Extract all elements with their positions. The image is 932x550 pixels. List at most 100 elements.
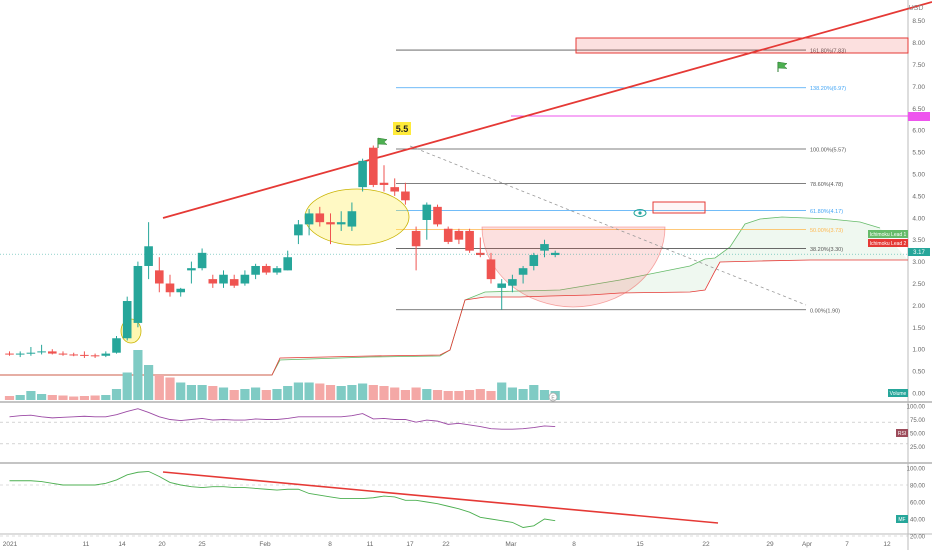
time-tick-label: 14: [118, 541, 126, 548]
time-tick-label: 8: [572, 541, 576, 548]
chart-overlays: 5.5 E Ichimoku Lead 1 Ichimoku Lead 2 3.17 Vo…: [0, 61, 930, 402]
volume-bar: [144, 365, 154, 400]
cloud-fill: [0, 217, 908, 375]
candle-body: [37, 351, 46, 353]
price-candles: [5, 145, 560, 358]
ichimoku-lead-1-label: Ichimoku Lead 1: [870, 232, 907, 238]
candle-body: [443, 228, 453, 242]
last-price-tag: [908, 248, 930, 256]
candle-body: [283, 257, 292, 271]
rsi-label: RSI: [898, 431, 906, 437]
time-tick-label: 15: [636, 541, 644, 548]
volume-bar: [122, 372, 132, 400]
volume-tag: [888, 389, 908, 397]
volume-bar: [325, 385, 336, 400]
volume-bar: [411, 387, 421, 400]
price-tick-label: 4.50: [912, 193, 925, 200]
price-tick-label: 2.50: [912, 281, 925, 288]
candle-body: [133, 265, 143, 323]
price-tick-label: 3.50: [912, 237, 925, 244]
candle-body: [69, 354, 78, 356]
time-tick-label: 22: [702, 541, 710, 548]
candle-body: [390, 187, 399, 192]
candle-body: [144, 246, 153, 266]
candle-body: [518, 268, 528, 275]
volume-bar: [37, 394, 47, 400]
time-tick-label: 29: [766, 541, 774, 548]
candle-body: [229, 279, 239, 286]
time-tick-label: 12: [883, 541, 891, 548]
candle-body: [422, 204, 432, 220]
candle-body: [433, 206, 442, 225]
volume-bar: [4, 396, 15, 400]
descending-dashed-line: [409, 145, 807, 306]
candle-body: [101, 353, 111, 356]
rsi-line: [9, 408, 556, 430]
volume-bar: [272, 389, 282, 400]
volume-bar: [186, 385, 196, 400]
mf-tick-label: 20.00: [910, 535, 926, 541]
fib-level-label: 138.20%(6.97): [810, 86, 846, 92]
earnings-icon-letter: E: [551, 396, 555, 402]
last-price-label: 3.17: [913, 250, 925, 256]
candle-body: [336, 222, 346, 225]
price-tick-label: 5.50: [912, 150, 925, 157]
rsi-tick-label: 75.00: [910, 418, 926, 424]
volume-bar: [422, 389, 432, 400]
mf-line: [9, 470, 556, 528]
price-tick-label: 7.50: [912, 62, 925, 69]
ichimoku-lead-2-tag: [868, 239, 908, 247]
volume-bar: [79, 396, 89, 400]
price-tick-label: 6.00: [912, 128, 925, 135]
price-tick-label: 5.00: [912, 172, 925, 179]
eye-icon: [633, 209, 647, 217]
candle-body: [411, 230, 421, 247]
fib-level-label: 78.60%(4.78): [810, 182, 843, 188]
mf-tick-label: 80.00: [910, 484, 926, 490]
time-tick-label: 11: [83, 541, 90, 548]
volume-bar: [390, 387, 400, 400]
candle-body: [26, 352, 36, 354]
volume-bar: [400, 390, 410, 400]
candle-body: [369, 147, 378, 185]
candle-body: [401, 191, 410, 201]
candle-body: [5, 353, 14, 355]
flag-cloth: [377, 137, 388, 145]
volume-bar: [283, 386, 293, 400]
candle-body: [165, 283, 175, 293]
volume-bar: [432, 390, 443, 400]
candle-body: [155, 270, 164, 284]
volume-bar: [58, 395, 68, 400]
volume-bar: [47, 395, 57, 400]
rsi-tag: [896, 429, 908, 437]
volume-bar: [15, 395, 25, 400]
volume-bar: [304, 382, 314, 400]
rsi-tick-label: 50.00: [910, 432, 926, 438]
price-tick-label: 7.00: [912, 84, 925, 91]
volume-bar: [539, 390, 550, 400]
earnings-icon: [548, 392, 558, 402]
volume-bar: [197, 385, 207, 400]
time-tick-label: 11: [367, 541, 374, 548]
volume-bar: [497, 382, 507, 400]
volume-bars: [4, 350, 560, 400]
ichimoku-lead-1: [0, 216, 881, 376]
candle-body: [251, 265, 260, 275]
volume-bar: [111, 389, 122, 400]
volume-bar: [229, 390, 239, 400]
volume-bar: [293, 382, 303, 400]
volume-bar: [90, 395, 100, 400]
price-tick-label: 6.50: [912, 106, 925, 113]
volume-bar: [165, 377, 175, 400]
time-tick-label: 20: [158, 541, 166, 548]
candle-body: [304, 213, 314, 225]
time-tick-label: 22: [442, 541, 450, 548]
candle-body: [176, 288, 185, 293]
candle-body: [454, 230, 464, 240]
volume-bar: [529, 385, 539, 400]
candle-body: [80, 354, 89, 356]
chart-axes: 8.50 8.00 7.50 7.00 6.50 6.00 5.50 5.00 4.50 4.00…: [3, 18, 926, 548]
fib-level-label: 0.00%(1.90): [810, 308, 840, 314]
candle-body: [379, 182, 389, 185]
